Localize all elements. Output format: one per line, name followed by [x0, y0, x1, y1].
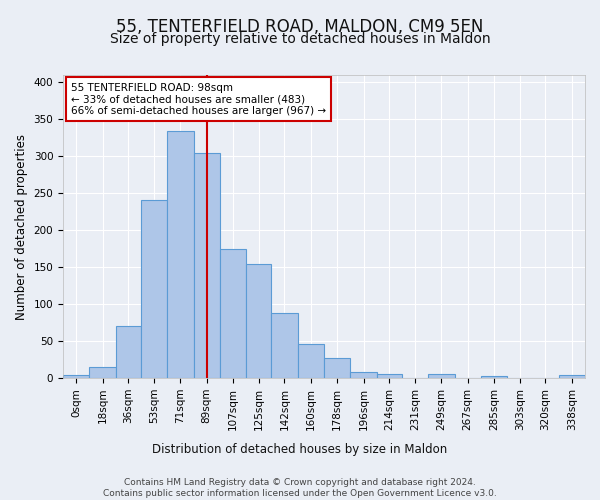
- Bar: [89, 367, 116, 378]
- Bar: [298, 344, 324, 378]
- Bar: [324, 358, 350, 378]
- Bar: [559, 375, 585, 378]
- Bar: [247, 264, 271, 378]
- Bar: [141, 200, 167, 378]
- Text: 55, TENTERFIELD ROAD, MALDON, CM9 5EN: 55, TENTERFIELD ROAD, MALDON, CM9 5EN: [116, 18, 484, 36]
- Bar: [220, 249, 247, 378]
- Y-axis label: Number of detached properties: Number of detached properties: [15, 134, 28, 320]
- Bar: [481, 376, 507, 378]
- Bar: [350, 372, 377, 378]
- Bar: [116, 326, 141, 378]
- Text: Distribution of detached houses by size in Maldon: Distribution of detached houses by size …: [152, 442, 448, 456]
- Bar: [377, 374, 402, 378]
- Bar: [167, 131, 194, 378]
- Bar: [271, 313, 298, 378]
- Bar: [194, 152, 220, 378]
- Text: 55 TENTERFIELD ROAD: 98sqm
← 33% of detached houses are smaller (483)
66% of sem: 55 TENTERFIELD ROAD: 98sqm ← 33% of deta…: [71, 82, 326, 116]
- Text: Contains HM Land Registry data © Crown copyright and database right 2024.
Contai: Contains HM Land Registry data © Crown c…: [103, 478, 497, 498]
- Bar: [63, 375, 89, 378]
- Text: Size of property relative to detached houses in Maldon: Size of property relative to detached ho…: [110, 32, 490, 46]
- Bar: [428, 374, 455, 378]
